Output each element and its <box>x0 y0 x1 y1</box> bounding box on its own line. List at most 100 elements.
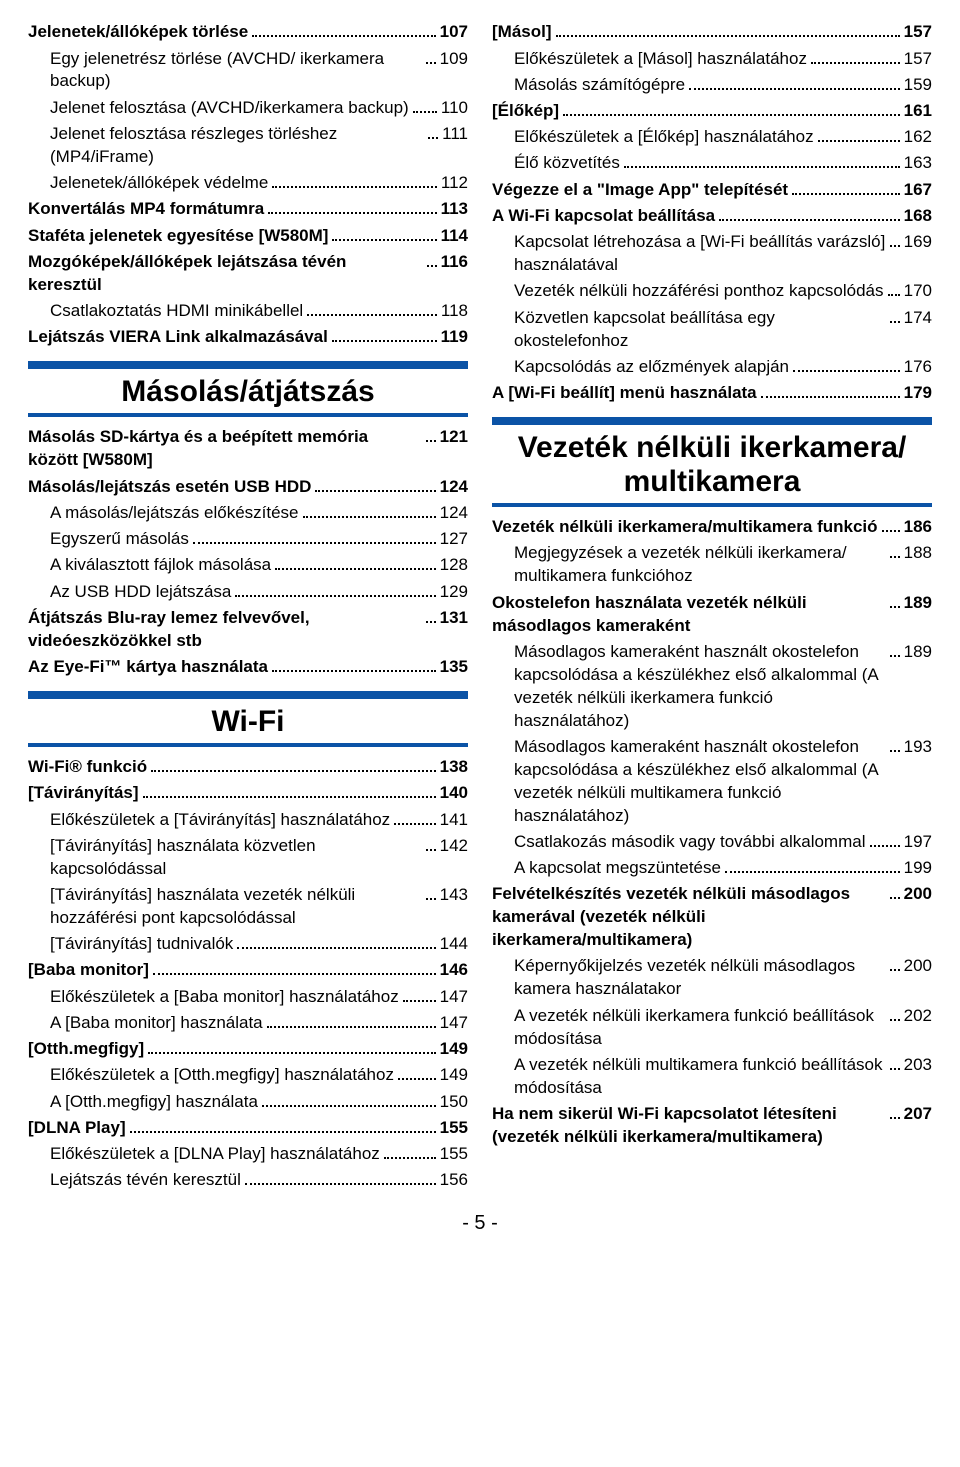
toc-entry: [Távirányítás]140 <box>28 781 468 805</box>
toc-entry: Jelenetek/állóképek védelme112 <box>28 171 468 195</box>
toc-dots <box>890 1053 900 1070</box>
toc-entry: Az USB HDD lejátszása129 <box>28 579 468 603</box>
toc-label: [Távirányítás] használata vezeték nélkül… <box>50 884 422 930</box>
toc-page: 203 <box>904 1054 932 1077</box>
toc-page: 156 <box>440 1169 468 1192</box>
toc-label: Előkészületek a [Másol] használatához <box>514 48 807 71</box>
toc-entry: Jelenet felosztása (AVCHD/ikerkamera bac… <box>28 95 468 119</box>
toc-page: 163 <box>904 152 932 175</box>
toc-entry: Csatlakoztatás HDMI minikábellel118 <box>28 299 468 323</box>
toc-page: 186 <box>904 516 932 539</box>
toc-entry: Lejátszás tévén keresztül 156 <box>28 1168 468 1192</box>
section-header: Wi-Fi <box>28 691 468 747</box>
toc-entry: Előkészületek a [Élőkép] használatához16… <box>492 125 932 149</box>
toc-page: 142 <box>440 835 468 858</box>
toc-label: Élő közvetítés <box>514 152 620 175</box>
toc-page: 141 <box>440 809 468 832</box>
toc-page: 179 <box>904 382 932 405</box>
toc-label: A [Wi-Fi beállít] menü használata <box>492 382 757 405</box>
toc-entry: [DLNA Play]155 <box>28 1116 468 1140</box>
toc-label: Ha nem sikerül Wi-Fi kapcsolatot létesít… <box>492 1103 886 1149</box>
toc-page: 188 <box>904 542 932 565</box>
toc-dots <box>153 958 436 975</box>
toc-dots <box>890 1003 900 1020</box>
toc-dots <box>262 1089 436 1106</box>
toc-label: [Távirányítás] tudnivalók <box>50 933 233 956</box>
toc-page: 109 <box>440 48 468 71</box>
toc-entry: Az Eye-Fi™ kártya használata135 <box>28 655 468 679</box>
page-number: - 5 - <box>28 1212 932 1235</box>
toc-dots <box>426 606 436 623</box>
toc-dots <box>413 95 437 112</box>
toc-dots <box>890 230 900 247</box>
toc-page: 146 <box>440 959 468 982</box>
toc-entry: Vezeték nélküli hozzáférési ponthoz kapc… <box>492 279 932 303</box>
toc-dots <box>888 279 900 296</box>
toc-page: 110 <box>441 97 468 120</box>
toc-page: 124 <box>440 502 468 525</box>
toc-entry: A kiválasztott fájlok másolása128 <box>28 553 468 577</box>
toc-dots <box>151 755 436 772</box>
toc-dots <box>890 305 900 322</box>
toc-label: A Wi-Fi kapcsolat beállítása <box>492 205 715 228</box>
toc-page: 144 <box>440 933 468 956</box>
toc-dots <box>268 197 436 214</box>
section-header: Másolás/átjátszás <box>28 361 468 417</box>
toc-dots <box>403 984 436 1001</box>
toc-dots <box>384 1142 436 1159</box>
toc-label: Jelenet felosztása (AVCHD/ikerkamera bac… <box>50 97 409 120</box>
toc-entry: Másolás/lejátszás esetén USB HDD124 <box>28 474 468 498</box>
toc-page: 147 <box>440 986 468 1009</box>
toc-entry: Konvertálás MP4 formátumra113 <box>28 197 468 221</box>
toc-label: Előkészületek a [Baba monitor] használat… <box>50 986 399 1009</box>
toc-page: 168 <box>904 205 932 228</box>
section-bar-bottom <box>28 413 468 417</box>
toc-page: 138 <box>440 756 468 779</box>
toc-dots <box>275 553 436 570</box>
toc-label: Jelenetek/állóképek védelme <box>50 172 268 195</box>
toc-label: A másolás/lejátszás előkészítése <box>50 502 299 525</box>
toc-entry: Végezze el a "Image App" telepítését167 <box>492 177 932 201</box>
toc-page: 118 <box>441 300 468 323</box>
toc-page: 200 <box>904 955 932 978</box>
toc-label: Előkészületek a [Élőkép] használatához <box>514 126 814 149</box>
toc-page: 174 <box>904 307 932 330</box>
toc-entry: Előkészületek a [Otth.megfigy] használat… <box>28 1063 468 1087</box>
toc-label: Lejátszás tévén keresztül <box>50 1169 241 1192</box>
toc-entry: Közvetlen kapcsolat beállítása egy okost… <box>492 305 932 352</box>
toc-page: 193 <box>904 736 932 759</box>
toc-label: Másolás SD-kártya és a beépített memória… <box>28 426 422 472</box>
toc-dots <box>563 99 900 116</box>
toc-entry: Mozgóképek/állóképek lejátszása tévén ke… <box>28 250 468 297</box>
toc-dots <box>426 425 436 442</box>
toc-entry: A [Baba monitor] használata147 <box>28 1011 468 1035</box>
toc-label: A kapcsolat megszüntetése <box>514 857 721 880</box>
toc-entry: Okostelefon használata vezeték nélküli m… <box>492 590 932 637</box>
toc-page: 119 <box>441 326 468 349</box>
toc-entry: Képernyőkijelzés vezeték nélküli másodla… <box>492 954 932 1001</box>
section-bar-top <box>492 417 932 425</box>
toc-page: 202 <box>904 1005 932 1028</box>
toc-label: Másodlagos kameraként használt okostelef… <box>514 736 886 828</box>
toc-label: Előkészületek a [Otth.megfigy] használat… <box>50 1064 394 1087</box>
section-bar-top <box>28 691 468 699</box>
toc-page: 124 <box>440 476 468 499</box>
toc-page: 128 <box>440 554 468 577</box>
toc-entry: Egy jelenetrész törlése (AVCHD/ ikerkame… <box>28 46 468 93</box>
toc-label: Konvertálás MP4 formátumra <box>28 198 264 221</box>
toc-dots <box>882 515 900 532</box>
toc-page: 140 <box>440 782 468 805</box>
toc-entry: A másolás/lejátszás előkészítése 124 <box>28 501 468 525</box>
toc-page: 111 <box>442 123 468 146</box>
toc-dots <box>426 883 436 900</box>
toc-dots <box>556 20 900 37</box>
toc-entry: A [Wi-Fi beállít] menü használata 179 <box>492 381 932 405</box>
toc-entry: A vezeték nélküli multikamera funkció be… <box>492 1053 932 1100</box>
toc-entry: Átjátszás Blu-ray lemez felvevővel, vide… <box>28 606 468 653</box>
toc-dots <box>792 177 900 194</box>
section-bar-bottom <box>492 503 932 507</box>
toc-dots <box>245 1168 436 1185</box>
toc-dots <box>426 834 436 851</box>
toc-dots <box>307 299 437 316</box>
toc-label: A vezeték nélküli ikerkamera funkció beá… <box>514 1005 886 1051</box>
